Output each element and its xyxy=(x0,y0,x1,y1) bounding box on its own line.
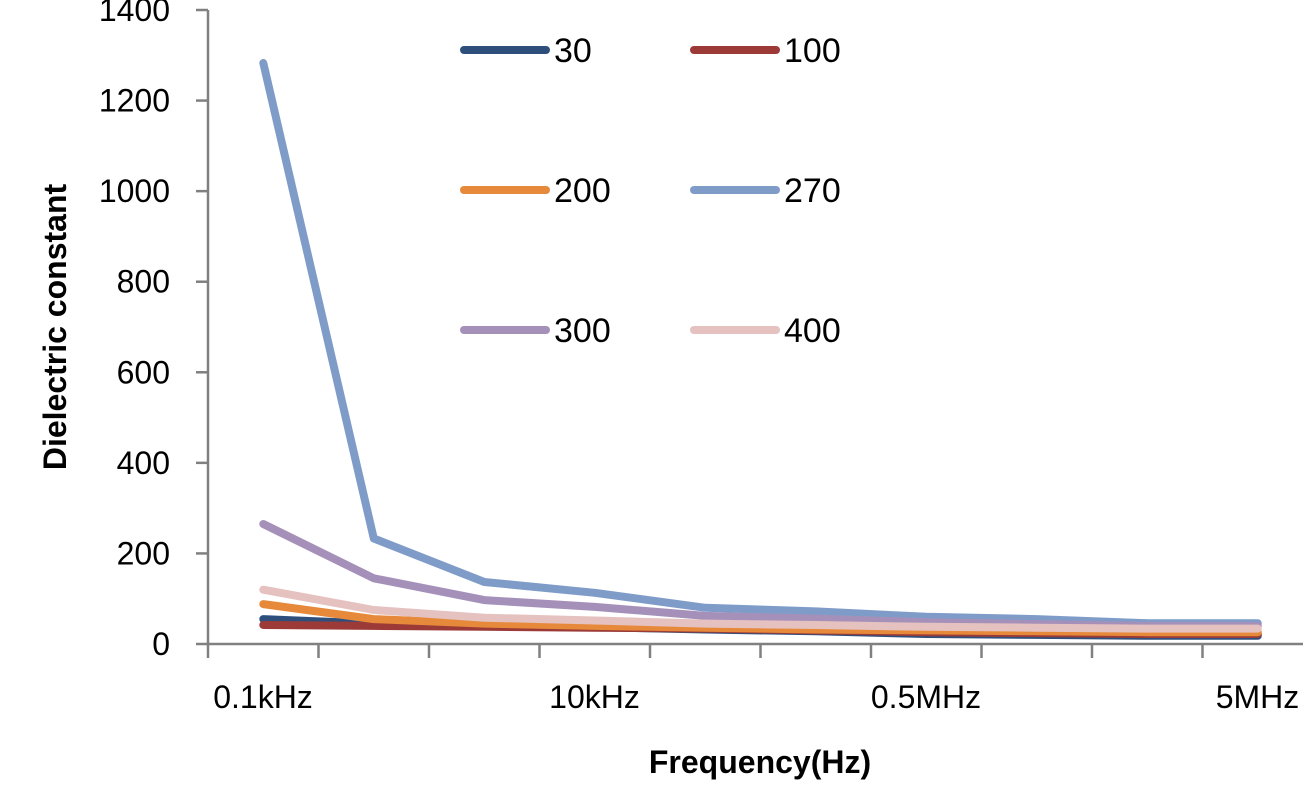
legend-label-30: 30 xyxy=(554,32,592,70)
legend-label-300: 300 xyxy=(554,312,611,350)
legend-label-270: 270 xyxy=(784,172,841,210)
x-tick-label: 0.1kHz xyxy=(213,679,313,715)
x-tick-label: 5MHz xyxy=(1216,679,1300,715)
y-tick-label: 400 xyxy=(117,445,170,481)
y-axis-title: Dielectric constant xyxy=(37,184,73,471)
y-tick-label: 600 xyxy=(117,354,170,390)
y-tick-label: 0 xyxy=(152,626,170,662)
legend-label-100: 100 xyxy=(784,32,841,70)
x-axis-title: Frequency(Hz) xyxy=(649,744,871,780)
y-tick-label: 800 xyxy=(117,264,170,300)
x-tick-label: 0.5MHz xyxy=(871,679,981,715)
series-line-400 xyxy=(259,585,1262,633)
y-tick-label: 1000 xyxy=(99,173,170,209)
legend-label-400: 400 xyxy=(784,312,841,350)
y-ticks: 0 200 400 600 800 1000 1200 1400 xyxy=(99,0,208,662)
x-tick-label: 10kHz xyxy=(549,679,640,715)
series-line-270 xyxy=(259,59,1262,628)
legend: 30 100 200 270 300 400 xyxy=(460,32,841,350)
series-group xyxy=(259,59,1262,640)
y-tick-label: 200 xyxy=(117,535,170,571)
y-tick-label: 1200 xyxy=(99,83,170,119)
x-ticks: 0.1kHz 10kHz 0.5MHz 5MHz xyxy=(206,644,1300,715)
legend-label-200: 200 xyxy=(554,172,611,210)
y-tick-label: 1400 xyxy=(99,0,170,28)
